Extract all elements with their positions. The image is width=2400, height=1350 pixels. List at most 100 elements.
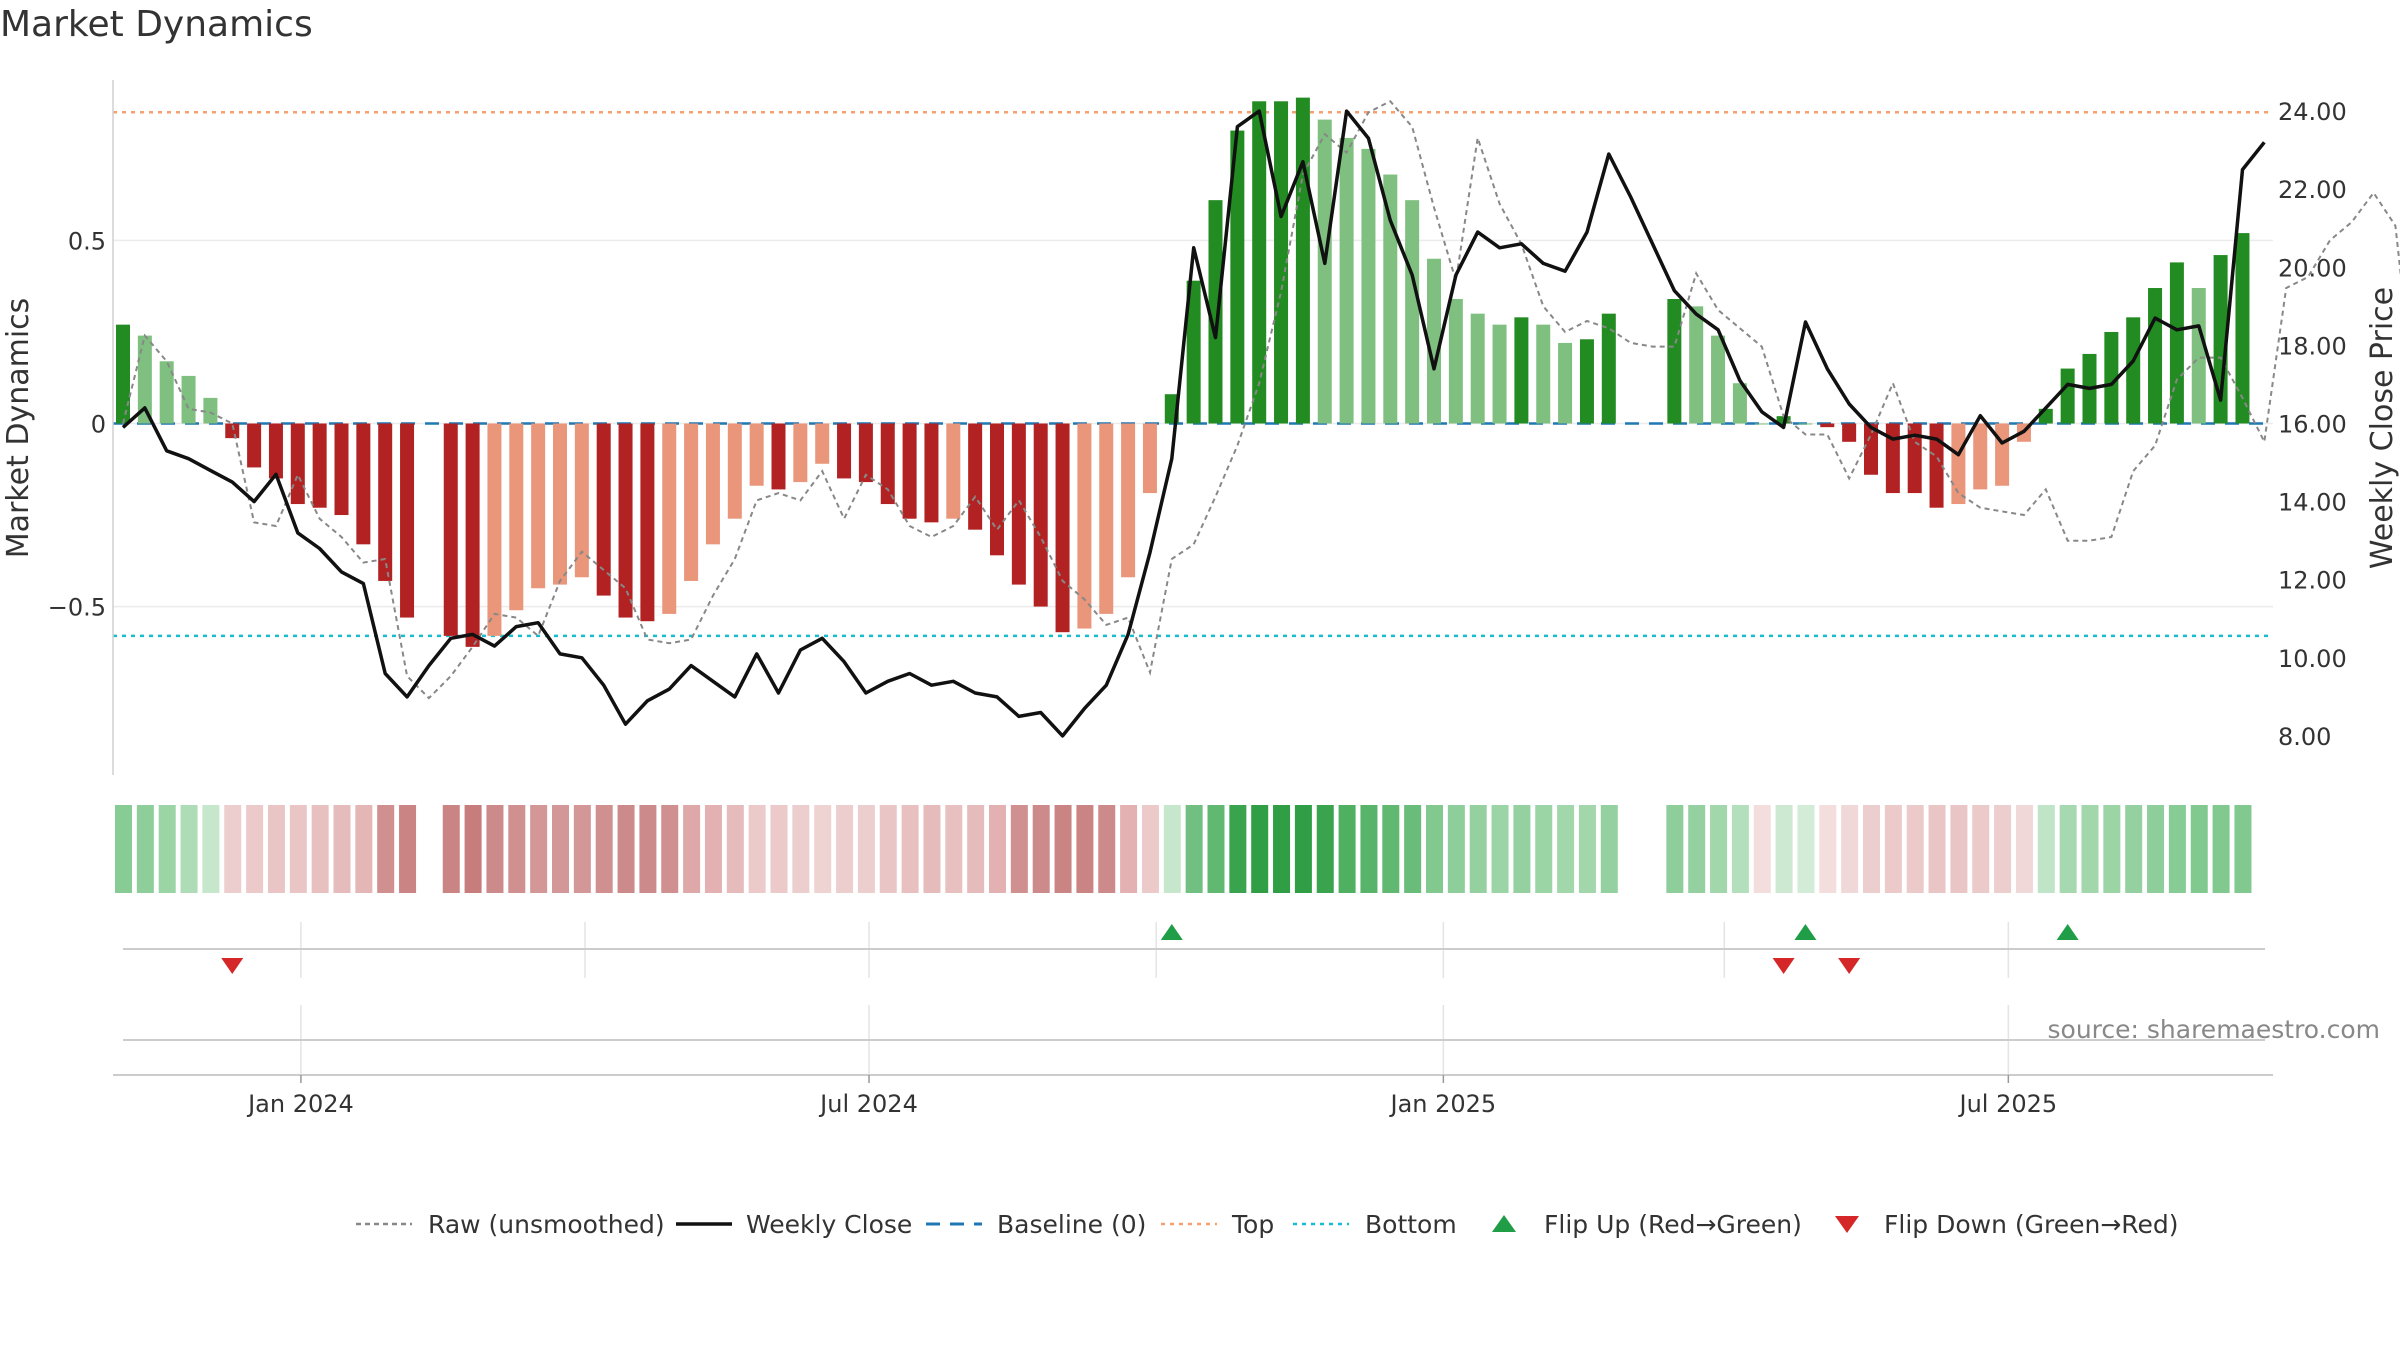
y-tick-label-right: 18.00 (2278, 332, 2347, 360)
regime-strip-cell (2212, 805, 2230, 893)
regime-strip-cell (1360, 805, 1378, 893)
regime-strip-cell (508, 805, 526, 893)
momentum-bar (400, 423, 415, 618)
regime-strip-cell (267, 805, 285, 893)
regime-strip-cell (1797, 805, 1815, 893)
regime-strip-cell (1994, 805, 2012, 893)
momentum-bar (1077, 423, 1092, 629)
regime-strip-cell (1054, 805, 1072, 893)
regime-strip-cell (617, 805, 635, 893)
momentum-bar (902, 423, 917, 519)
momentum-bar (727, 423, 742, 519)
momentum-bar (1121, 423, 1136, 578)
x-tick-label: Jul 2024 (818, 1090, 918, 1118)
legend-label: Flip Down (Green→Red) (1884, 1210, 2179, 1239)
regime-strip-cell (1600, 805, 1618, 893)
momentum-bar (1579, 339, 1594, 424)
regime-strip-cell (552, 805, 569, 893)
regime-strip-cell (311, 805, 329, 893)
x-tick-label: Jan 2024 (246, 1090, 354, 1118)
y-tick-label-right: 14.00 (2278, 489, 2347, 517)
regime-strip-cell (2059, 805, 2077, 893)
regime-strip-cell (1688, 805, 1706, 893)
legend-item-close: Weekly Close (676, 1210, 912, 1239)
momentum-bar (2104, 331, 2119, 424)
momentum-bar (837, 423, 852, 479)
momentum-bar (1973, 423, 1988, 490)
regime-strip-cell (486, 805, 504, 893)
regime-strip-cell (1120, 805, 1138, 893)
regime-strip-cell (1710, 805, 1728, 893)
momentum-bar (1470, 313, 1485, 424)
momentum-bar (1405, 200, 1420, 424)
legend-label: Weekly Close (746, 1210, 912, 1239)
momentum-bar (531, 423, 546, 589)
regime-strip-cell (399, 805, 417, 893)
momentum-bar (1951, 423, 1966, 505)
momentum-bar (1558, 342, 1573, 424)
momentum-bar (1929, 423, 1944, 508)
momentum-bar (1601, 313, 1616, 424)
momentum-bar (1186, 280, 1201, 424)
regime-strip-cell (289, 805, 307, 893)
momentum-bar (487, 423, 502, 636)
momentum-bar (640, 423, 655, 622)
regime-strip-cell (1404, 805, 1422, 893)
momentum-bar (968, 423, 983, 530)
regime-strip-cell (246, 805, 264, 893)
axes: 0.5 0 −0.5 24.00 22.00 20.00 18.00 16.00 14.00 12… (1, 80, 2400, 775)
legend-label: Baseline (0) (997, 1210, 1146, 1239)
legend-item-bottom: Bottom (1293, 1210, 1457, 1239)
momentum-bar (2148, 288, 2163, 424)
regime-strip-cell (857, 805, 875, 893)
weekly-close-series (121, 109, 2266, 738)
momentum-bar (749, 423, 764, 486)
momentum-bar (553, 423, 567, 585)
momentum-bar (509, 423, 524, 611)
momentum-bar (1055, 423, 1070, 633)
regime-strip-cell (1819, 805, 1837, 893)
legend-item-flip_down: Flip Down (Green→Red) (1835, 1210, 2179, 1239)
momentum-bar (924, 423, 939, 523)
regime-strip-cell (1251, 805, 1269, 893)
regime-strip-cell (1316, 805, 1334, 893)
momentum-bar (1033, 423, 1048, 607)
momentum-bar (815, 423, 830, 464)
regime-strip-cell (1294, 805, 1312, 893)
momentum-bar (1295, 97, 1310, 424)
regime-strip-cell (1447, 805, 1465, 893)
momentum-bar (793, 423, 808, 483)
regime-strip-cell (1163, 805, 1181, 893)
momentum-bar (356, 423, 371, 545)
momentum-bar (596, 423, 611, 596)
y-tick-label-left: −0.5 (48, 594, 106, 622)
flip-up-marker (1160, 924, 1183, 940)
momentum-bar (1820, 423, 1835, 428)
regime-strip-cell (1928, 805, 1946, 893)
regime-strip-cell (1207, 805, 1225, 893)
regime-strip-cell (2103, 805, 2121, 893)
momentum-bar (2191, 288, 2206, 424)
momentum-bar (1667, 299, 1682, 424)
momentum-bar (465, 423, 480, 647)
legend-item-raw: Raw (unsmoothed) (356, 1210, 665, 1239)
flip-down-marker (221, 958, 244, 974)
regime-strip-cell (967, 805, 985, 893)
y-tick-label-right: 22.00 (2278, 176, 2347, 204)
momentum-bar (1383, 174, 1398, 424)
y-tick-label-right: 20.00 (2278, 254, 2347, 282)
momentum-bar (1689, 306, 1704, 424)
regime-strip-cell (1032, 805, 1050, 893)
y-axis-title-left: Market Dynamics (1, 298, 36, 559)
momentum-bar (1317, 119, 1332, 424)
regime-strip-cell (2081, 805, 2099, 893)
momentum-bar (1711, 335, 1726, 424)
momentum-bar (1864, 423, 1878, 475)
momentum-bar (705, 423, 720, 545)
y-tick-label-right: 24.00 (2278, 98, 2347, 126)
regime-strip-cell (1491, 805, 1509, 893)
momentum-bar (990, 423, 1004, 556)
momentum-bar (312, 423, 327, 508)
momentum-bar (1492, 324, 1507, 424)
regime-strip-cell (945, 805, 963, 893)
